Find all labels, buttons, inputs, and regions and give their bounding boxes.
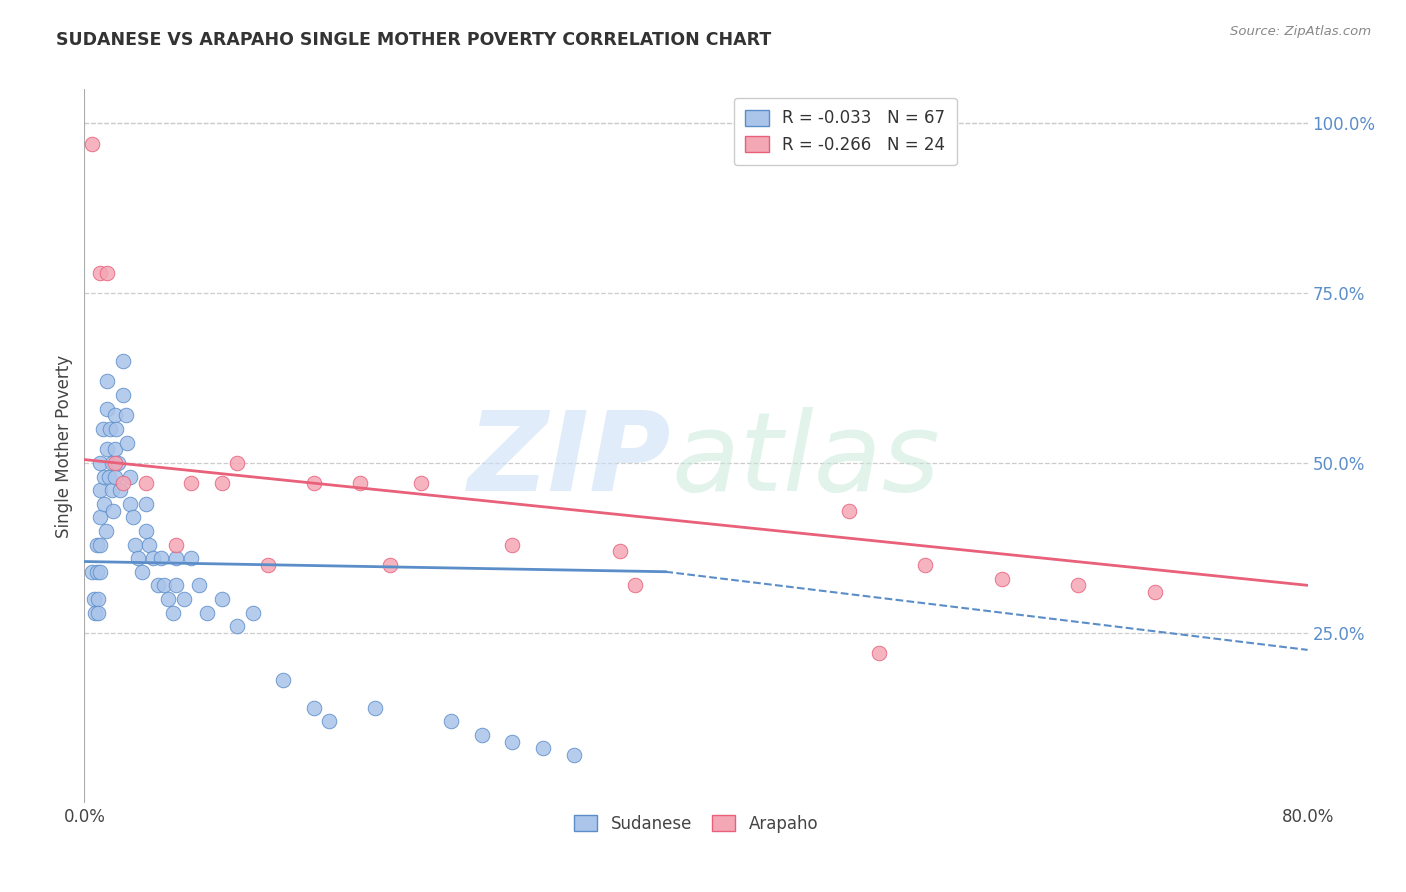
Point xyxy=(242,606,264,620)
Point xyxy=(146,578,169,592)
Point xyxy=(104,456,127,470)
Point xyxy=(127,551,149,566)
Point xyxy=(562,748,585,763)
Point xyxy=(157,591,180,606)
Point xyxy=(89,483,111,498)
Point xyxy=(380,558,402,572)
Point xyxy=(271,673,294,688)
Point xyxy=(107,456,129,470)
Point xyxy=(101,483,124,498)
Point xyxy=(111,476,134,491)
Point xyxy=(87,591,110,606)
Point xyxy=(114,409,136,423)
Point xyxy=(624,578,647,592)
Point xyxy=(1067,578,1090,592)
Point xyxy=(173,591,195,606)
Point xyxy=(111,354,134,368)
Point xyxy=(162,606,184,620)
Point xyxy=(257,558,280,572)
Point xyxy=(104,409,127,423)
Point xyxy=(135,524,157,538)
Y-axis label: Single Mother Poverty: Single Mother Poverty xyxy=(55,354,73,538)
Point xyxy=(101,456,124,470)
Point xyxy=(96,375,118,389)
Point xyxy=(89,266,111,280)
Point xyxy=(409,476,432,491)
Point xyxy=(104,442,127,457)
Point xyxy=(89,510,111,524)
Point xyxy=(89,537,111,551)
Point xyxy=(226,456,249,470)
Point xyxy=(869,646,891,660)
Point xyxy=(1143,585,1166,599)
Point xyxy=(86,537,108,551)
Point xyxy=(89,565,111,579)
Point xyxy=(115,435,138,450)
Legend: Sudanese, Arapaho: Sudanese, Arapaho xyxy=(565,806,827,841)
Point xyxy=(165,578,187,592)
Point xyxy=(91,422,114,436)
Point xyxy=(89,456,111,470)
Point xyxy=(93,469,115,483)
Point xyxy=(83,591,105,606)
Point xyxy=(120,497,142,511)
Point xyxy=(502,734,524,748)
Point xyxy=(124,537,146,551)
Text: SUDANESE VS ARAPAHO SINGLE MOTHER POVERTY CORRELATION CHART: SUDANESE VS ARAPAHO SINGLE MOTHER POVERT… xyxy=(56,31,772,49)
Point xyxy=(364,700,387,714)
Point xyxy=(838,503,860,517)
Point xyxy=(105,422,128,436)
Point xyxy=(914,558,936,572)
Point xyxy=(93,497,115,511)
Point xyxy=(94,524,117,538)
Point xyxy=(122,510,145,524)
Point xyxy=(96,401,118,416)
Point xyxy=(80,136,103,151)
Point xyxy=(180,551,202,566)
Point xyxy=(142,551,165,566)
Point xyxy=(96,442,118,457)
Point xyxy=(211,476,233,491)
Point xyxy=(609,544,631,558)
Text: atlas: atlas xyxy=(672,407,941,514)
Point xyxy=(440,714,463,729)
Point xyxy=(153,578,176,592)
Point xyxy=(302,700,325,714)
Point xyxy=(165,551,187,566)
Point xyxy=(226,619,249,633)
Point xyxy=(87,606,110,620)
Point xyxy=(195,606,218,620)
Point xyxy=(111,388,134,402)
Point xyxy=(97,469,120,483)
Text: Source: ZipAtlas.com: Source: ZipAtlas.com xyxy=(1230,25,1371,38)
Point xyxy=(991,572,1014,586)
Point xyxy=(96,266,118,280)
Point xyxy=(188,578,211,592)
Point xyxy=(120,469,142,483)
Point xyxy=(180,476,202,491)
Point xyxy=(502,537,524,551)
Point xyxy=(165,537,187,551)
Point xyxy=(84,606,107,620)
Point xyxy=(131,565,153,579)
Point xyxy=(108,483,131,498)
Point xyxy=(471,728,494,742)
Point xyxy=(98,422,121,436)
Point xyxy=(349,476,371,491)
Point xyxy=(135,497,157,511)
Point xyxy=(103,503,125,517)
Point xyxy=(149,551,172,566)
Point xyxy=(302,476,325,491)
Point xyxy=(135,476,157,491)
Point xyxy=(211,591,233,606)
Point xyxy=(86,565,108,579)
Point xyxy=(318,714,340,729)
Point xyxy=(104,469,127,483)
Point xyxy=(80,565,103,579)
Point xyxy=(138,537,160,551)
Text: ZIP: ZIP xyxy=(468,407,672,514)
Point xyxy=(531,741,554,756)
